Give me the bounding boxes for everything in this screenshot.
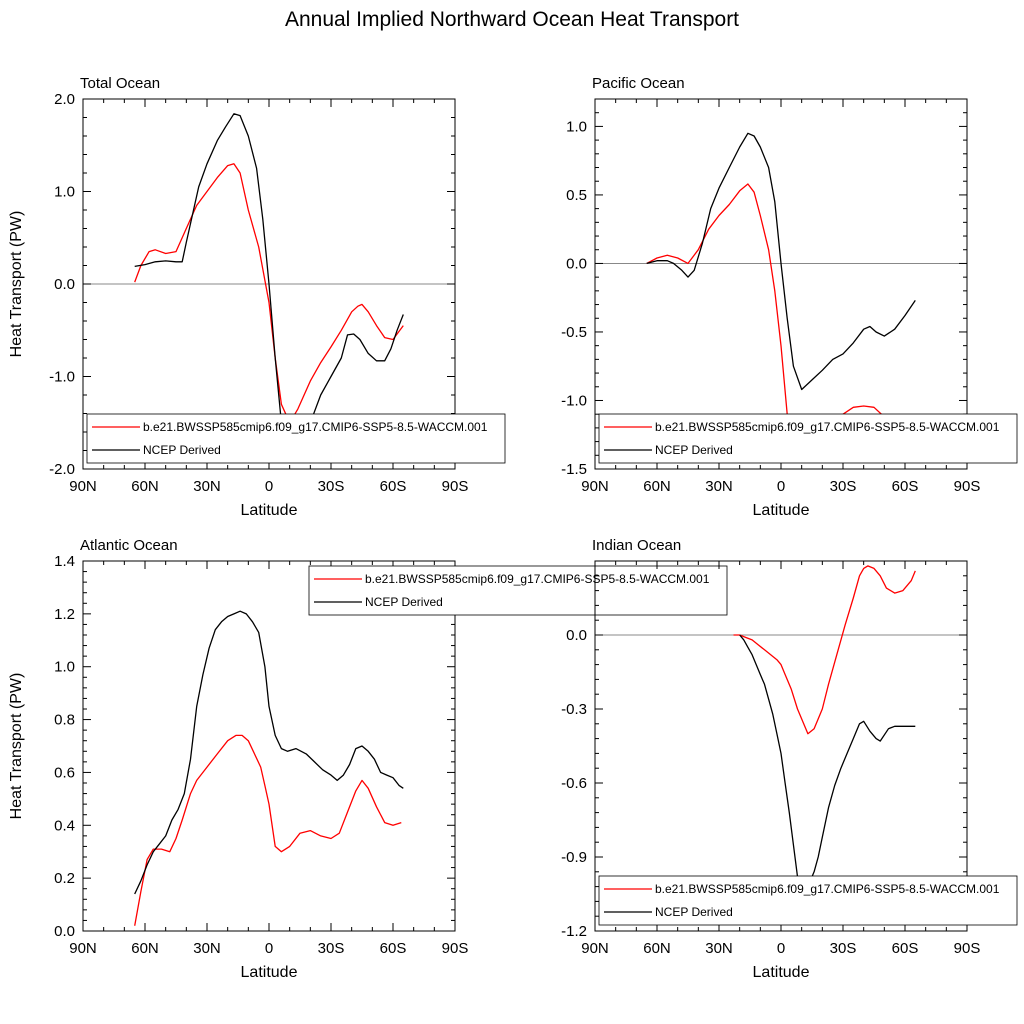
x-axis-title: Latitude — [753, 964, 810, 981]
legend-label-ncep: NCEP Derived — [655, 905, 733, 919]
model-series-line — [134, 163, 404, 424]
x-tick-label: 60S — [380, 478, 407, 495]
model-series-line — [134, 734, 402, 926]
x-tick-label: 90N — [69, 478, 97, 495]
panel-indian: 90N 60N 30N 0 30S 60S 90S 0.0 -0.3 -0.6 -0.9 -1.2 In… — [561, 537, 980, 981]
x-tick-label: 30N — [705, 478, 733, 495]
y-tick-label: -1.0 — [561, 392, 587, 409]
plot-frame — [82, 560, 456, 932]
y-tick-label: -0.9 — [561, 849, 587, 866]
legend-box — [86, 413, 506, 464]
x-tick-label: 30S — [318, 478, 345, 495]
panel-pacific: 90N 60N 30N 0 30S 60S 90S 1.0 0.5 0.0 -0.5 -1.0 -1.5… — [561, 75, 980, 519]
x-tick-label: 90N — [69, 940, 97, 957]
model-series-line — [733, 565, 916, 735]
legend-indian: b.e21.BWSSP585cmip6.f09_g17.CMIP6-SSP5-8… — [598, 875, 1018, 926]
y-tick-label: 0.0 — [566, 627, 587, 644]
x-tick-label: 0 — [265, 940, 273, 957]
x-tick-label: 60N — [131, 940, 159, 957]
y-tick-label: 0.6 — [54, 764, 75, 781]
legend-label-ncep: NCEP Derived — [365, 595, 443, 609]
x-tick-label: 0 — [777, 940, 785, 957]
x-axis-title: Latitude — [241, 502, 298, 519]
ncep-series-line — [739, 634, 916, 890]
y-tick-label: 1.0 — [54, 184, 75, 201]
y-tick-label: -1.2 — [561, 923, 587, 940]
y-tick-label: -1.5 — [561, 461, 587, 478]
legend-box — [598, 875, 1018, 926]
legend-label-model: b.e21.BWSSP585cmip6.f09_g17.CMIP6-SSP5-8… — [655, 882, 1000, 896]
legend-pacific: b.e21.BWSSP585cmip6.f09_g17.CMIP6-SSP5-8… — [598, 413, 1018, 464]
x-tick-label: 90S — [442, 478, 469, 495]
y-tick-label: 0.5 — [566, 187, 587, 204]
panel-title-pacific: Pacific Ocean — [592, 75, 685, 92]
x-axis-title: Latitude — [753, 502, 810, 519]
legend-box — [308, 565, 728, 616]
legend-label-model: b.e21.BWSSP585cmip6.f09_g17.CMIP6-SSP5-8… — [143, 420, 488, 434]
ncep-series-line — [646, 132, 916, 391]
x-tick-label: 90S — [954, 940, 981, 957]
y-tick-label: 0.0 — [54, 276, 75, 293]
y-tick-label: -0.3 — [561, 701, 587, 718]
y-tick-label: 0.0 — [54, 923, 75, 940]
y-tick-label: -1.0 — [49, 369, 75, 386]
x-tick-label: 90S — [442, 940, 469, 957]
y-tick-label: -0.5 — [561, 324, 587, 341]
legend-label-model: b.e21.BWSSP585cmip6.f09_g17.CMIP6-SSP5-8… — [655, 420, 1000, 434]
x-tick-label: 90N — [581, 478, 609, 495]
x-axis-title: Latitude — [241, 964, 298, 981]
plot-frame — [594, 98, 968, 470]
panel-title-total: Total Ocean — [80, 75, 160, 92]
y-tick-label: 0.2 — [54, 870, 75, 887]
x-tick-label: 0 — [777, 478, 785, 495]
x-tick-label: 60N — [131, 478, 159, 495]
y-tick-label: 0.8 — [54, 712, 75, 729]
y-tick-label: 1.4 — [54, 553, 75, 570]
x-tick-label: 30S — [318, 940, 345, 957]
legend-label-model: b.e21.BWSSP585cmip6.f09_g17.CMIP6-SSP5-8… — [365, 572, 710, 586]
legend-atlantic: b.e21.BWSSP585cmip6.f09_g17.CMIP6-SSP5-8… — [308, 565, 728, 616]
panel-total: 90N 60N 30N 0 30S 60S 90S 2.0 1.0 0.0 -1.0 -2.0 Tota… — [8, 75, 468, 519]
x-tick-label: 30N — [193, 478, 221, 495]
plot-frame — [594, 560, 968, 932]
ncep-series-line — [134, 113, 404, 438]
y-tick-label: -0.6 — [561, 775, 587, 792]
model-series-line — [646, 183, 916, 459]
x-tick-label: 90S — [954, 478, 981, 495]
x-tick-label: 60S — [892, 940, 919, 957]
y-tick-label: 0.4 — [54, 817, 75, 834]
ncep-series-line — [134, 610, 404, 895]
x-tick-label: 60S — [892, 478, 919, 495]
y-tick-label: -2.0 — [49, 461, 75, 478]
legend-total: b.e21.BWSSP585cmip6.f09_g17.CMIP6-SSP5-8… — [86, 413, 506, 464]
x-tick-label: 90N — [581, 940, 609, 957]
legend-label-ncep: NCEP Derived — [143, 443, 221, 457]
panel-title-atlantic: Atlantic Ocean — [80, 537, 178, 554]
x-tick-label: 0 — [265, 478, 273, 495]
x-tick-label: 60N — [643, 478, 671, 495]
y-axis-title: Heat Transport (PW) — [8, 673, 25, 820]
x-tick-label: 30S — [830, 940, 857, 957]
y-tick-label: 0.0 — [566, 255, 587, 272]
x-tick-label: 30N — [193, 940, 221, 957]
y-tick-label: 2.0 — [54, 91, 75, 108]
y-tick-label: 1.0 — [566, 118, 587, 135]
x-tick-label: 60S — [380, 940, 407, 957]
x-tick-label: 30N — [705, 940, 733, 957]
x-tick-label: 60N — [643, 940, 671, 957]
y-tick-label: 1.0 — [54, 659, 75, 676]
y-axis-title: Heat Transport (PW) — [8, 211, 25, 358]
panel-atlantic: 90N 60N 30N 0 30S 60S 90S 0.0 0.2 0.4 0.6 0.8 1.0 1.2… — [8, 537, 468, 981]
y-tick-label: 1.2 — [54, 606, 75, 623]
legend-box — [598, 413, 1018, 464]
x-tick-label: 30S — [830, 478, 857, 495]
panel-title-indian: Indian Ocean — [592, 537, 681, 554]
figure-title: Annual Implied Northward Ocean Heat Tran… — [285, 8, 739, 31]
legend-label-ncep: NCEP Derived — [655, 443, 733, 457]
